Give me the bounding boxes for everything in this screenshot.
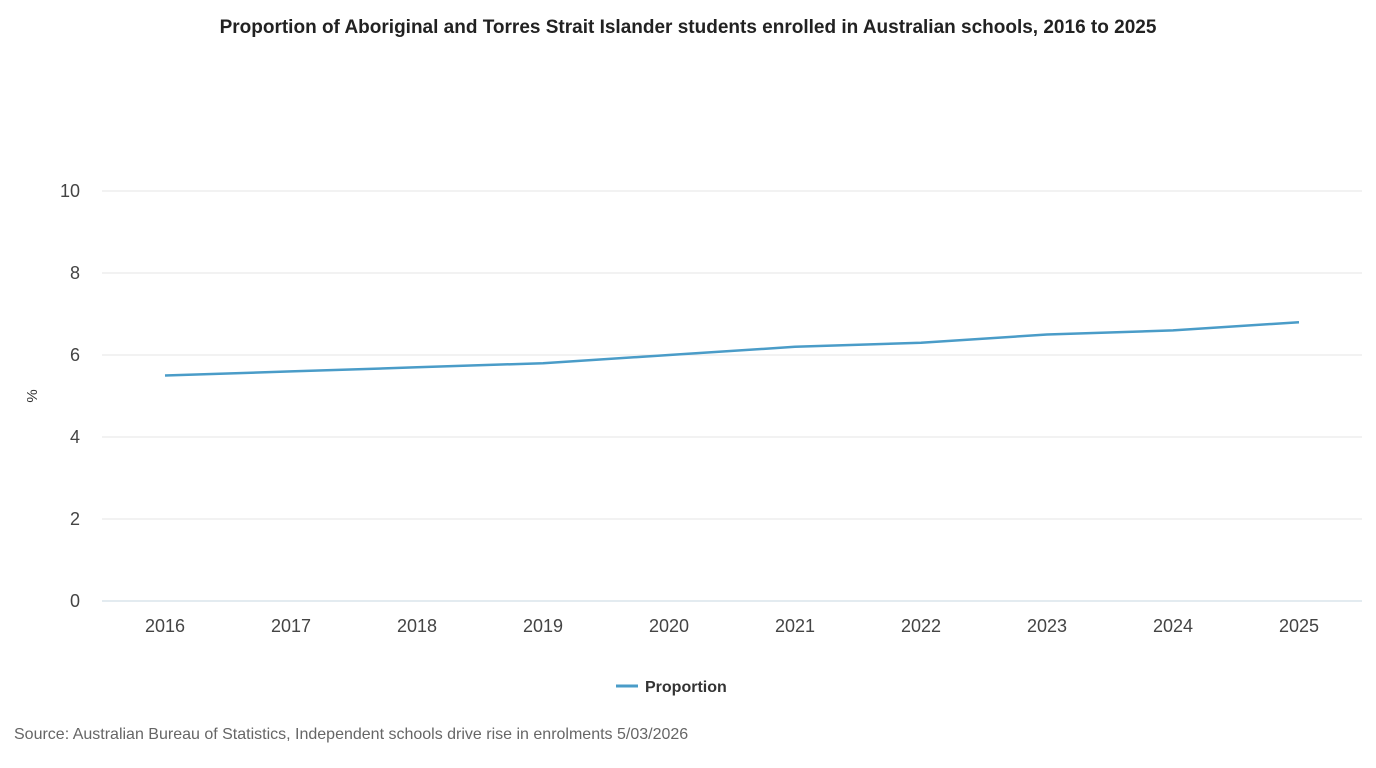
y-tick-label: 6 — [70, 345, 80, 365]
y-tick-label: 0 — [70, 591, 80, 611]
legend-label: Proportion — [645, 679, 727, 696]
y-axis-label: % — [24, 389, 41, 402]
series-line — [164, 320, 1300, 377]
y-tick-label: 2 — [70, 509, 80, 529]
x-tick-label: 2016 — [145, 616, 185, 636]
x-tick-label: 2023 — [1027, 616, 1067, 636]
x-tick-label: 2018 — [397, 616, 437, 636]
x-tick-label: 2021 — [775, 616, 815, 636]
x-tick-label: 2019 — [523, 616, 563, 636]
y-tick-label: 4 — [70, 427, 80, 447]
x-tick-label: 2020 — [649, 616, 689, 636]
y-tick-label: 10 — [60, 181, 80, 201]
x-tick-label: 2022 — [901, 616, 941, 636]
y-tick-label: 8 — [70, 263, 80, 283]
legend[interactable]: Proportion — [616, 679, 727, 696]
x-tick-label: 2025 — [1279, 616, 1319, 636]
source-note: Source: Australian Bureau of Statistics,… — [14, 726, 689, 743]
x-tick-label: 2017 — [271, 616, 311, 636]
chart-title: Proportion of Aboriginal and Torres Stra… — [219, 17, 1157, 38]
x-tick-label: 2024 — [1153, 616, 1193, 636]
